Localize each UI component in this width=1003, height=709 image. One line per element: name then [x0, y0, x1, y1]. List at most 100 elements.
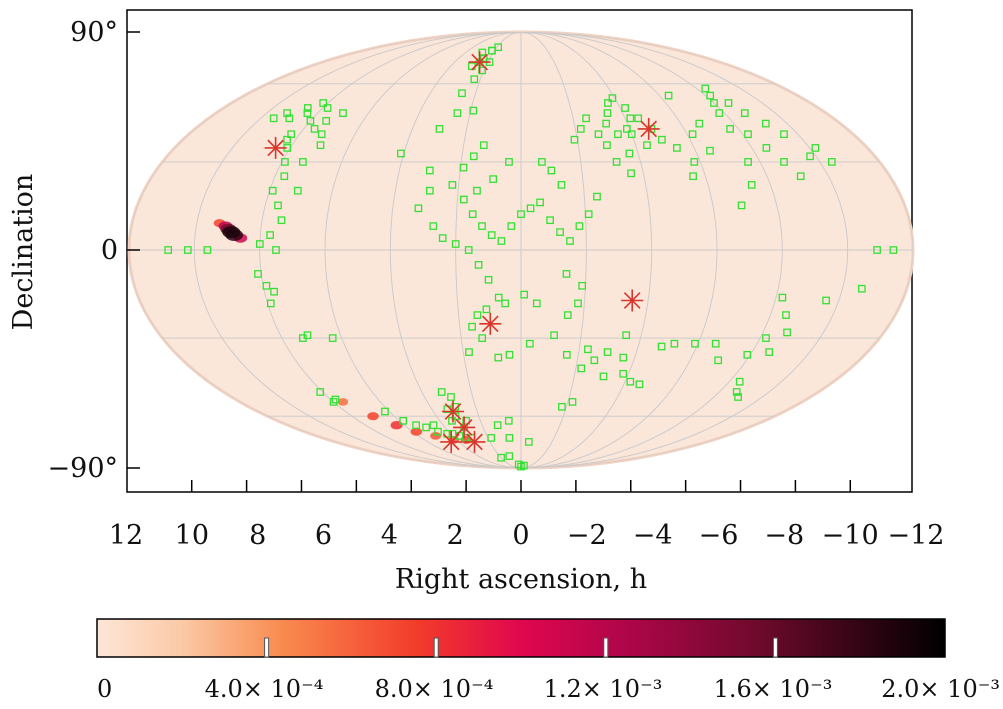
galaxy-marker	[765, 348, 774, 356]
y-axis: 90° 0 −90°	[48, 17, 140, 484]
galaxy-marker	[621, 104, 629, 112]
galaxy-marker	[689, 172, 697, 181]
galaxy-marker	[536, 198, 544, 207]
galaxy-marker	[622, 331, 631, 340]
galaxy-marker	[255, 240, 264, 248]
galaxy-marker	[889, 246, 898, 254]
galaxy-marker	[464, 246, 473, 254]
source-marker	[463, 430, 486, 453]
galaxy-marker	[458, 89, 466, 98]
galaxy-marker	[726, 125, 734, 133]
probability-blob	[222, 226, 241, 239]
galaxy-marker	[323, 104, 332, 112]
galaxy-marker	[691, 339, 699, 348]
galaxy-marker	[578, 281, 587, 290]
galaxy-marker	[494, 353, 503, 362]
galaxy-marker	[317, 130, 326, 139]
colorbar-tick-label: 0	[97, 675, 112, 703]
galaxy-marker	[690, 158, 699, 166]
x-tick-label: −10	[822, 520, 879, 551]
galaxy-marker	[737, 201, 746, 210]
galaxy-marker	[520, 290, 529, 299]
galaxy-marker	[732, 388, 741, 396]
source-marker	[453, 416, 476, 439]
probability-blob	[367, 412, 379, 421]
galaxy-marker	[316, 388, 325, 396]
galaxy-marker	[546, 216, 554, 225]
galaxy-marker	[306, 117, 315, 125]
galaxy-marker	[505, 158, 513, 166]
colorbar-tick	[603, 637, 609, 658]
galaxy-marker	[762, 144, 771, 152]
galaxy-marker	[524, 438, 533, 446]
galaxy-marker	[303, 104, 312, 112]
colorbar-ticks: 0 4.0× 10⁻⁴ 8.0× 10⁻⁴ 1.2× 10⁻³ 1.6× 10⁻³ 2.0…	[97, 637, 1000, 703]
source-marker	[637, 117, 660, 140]
galaxy-marker	[473, 311, 482, 319]
galaxy-marker	[634, 114, 643, 123]
colorbar-tick-label: 1.2× 10⁻³	[544, 675, 663, 703]
galaxy-marker	[627, 130, 636, 139]
galaxy-marker	[478, 222, 486, 230]
galaxy-marker	[381, 407, 389, 416]
galaxy-marker	[778, 293, 787, 302]
galaxy-marker	[293, 186, 302, 195]
galaxy-marker	[547, 166, 556, 175]
galaxy-marker	[429, 222, 438, 230]
galaxy-marker	[724, 99, 733, 107]
galaxy-marker	[744, 158, 752, 166]
galaxy-marker	[339, 109, 347, 117]
galaxy-marker	[550, 331, 558, 340]
galaxy-marker	[664, 91, 673, 100]
galaxy-marker	[412, 421, 420, 430]
galaxy-marker	[322, 117, 331, 125]
galaxy-marker	[590, 356, 599, 365]
galaxy-marker	[435, 125, 444, 133]
colorbar-gradient	[96, 618, 946, 658]
galaxy-marker	[280, 172, 289, 181]
x-tick-label: 8	[249, 520, 266, 551]
galaxy-marker	[283, 109, 291, 117]
galaxy-marker	[447, 393, 455, 401]
galaxy-marker	[434, 427, 442, 436]
galaxy-marker	[625, 149, 634, 158]
galaxy-marker	[706, 146, 714, 155]
galaxy-marker	[505, 350, 514, 359]
y-tick-label: 0	[101, 235, 118, 266]
x-tick-label: −8	[764, 520, 804, 551]
colorbar-tick-label: 4.0× 10⁻⁴	[205, 675, 324, 703]
galaxy-marker	[608, 94, 617, 102]
galaxy-marker	[319, 99, 328, 107]
galaxy-marker	[857, 284, 866, 293]
galaxy-marker	[747, 181, 756, 189]
colorbar-tick	[772, 637, 778, 658]
galaxy-marker	[627, 169, 635, 178]
probability-blob	[337, 398, 349, 406]
galaxy-marker	[532, 299, 541, 308]
galaxy-marker	[806, 152, 814, 161]
galaxy-marker	[331, 395, 340, 404]
galaxy-marker	[497, 237, 506, 245]
galaxy-marker	[520, 461, 528, 470]
galaxy-marker	[811, 144, 820, 152]
galaxy-marker	[425, 186, 434, 195]
galaxy-marker	[576, 125, 585, 133]
galaxy-marker	[562, 350, 571, 359]
x-tick-label: 6	[315, 520, 332, 551]
galaxy-marker	[557, 181, 566, 189]
galaxy-marker	[453, 109, 462, 117]
y-tick-label: −90°	[48, 453, 118, 484]
colorbar: 0 4.0× 10⁻⁴ 8.0× 10⁻⁴ 1.2× 10⁻³ 1.6× 10⁻³ 2.0…	[96, 618, 1000, 703]
galaxy-marker	[488, 46, 496, 55]
galaxy-marker	[593, 192, 601, 201]
y-tick-label: 90°	[70, 17, 118, 48]
galaxy-marker	[827, 158, 836, 166]
galaxy-marker	[277, 216, 286, 225]
galaxy-marker	[599, 372, 608, 381]
galaxy-marker	[706, 91, 715, 100]
galaxy-marker	[469, 106, 478, 115]
galaxy-marker	[670, 339, 679, 348]
galaxy-marker	[558, 402, 566, 411]
galaxy-marker	[203, 246, 212, 254]
galaxy-marker	[584, 345, 592, 354]
